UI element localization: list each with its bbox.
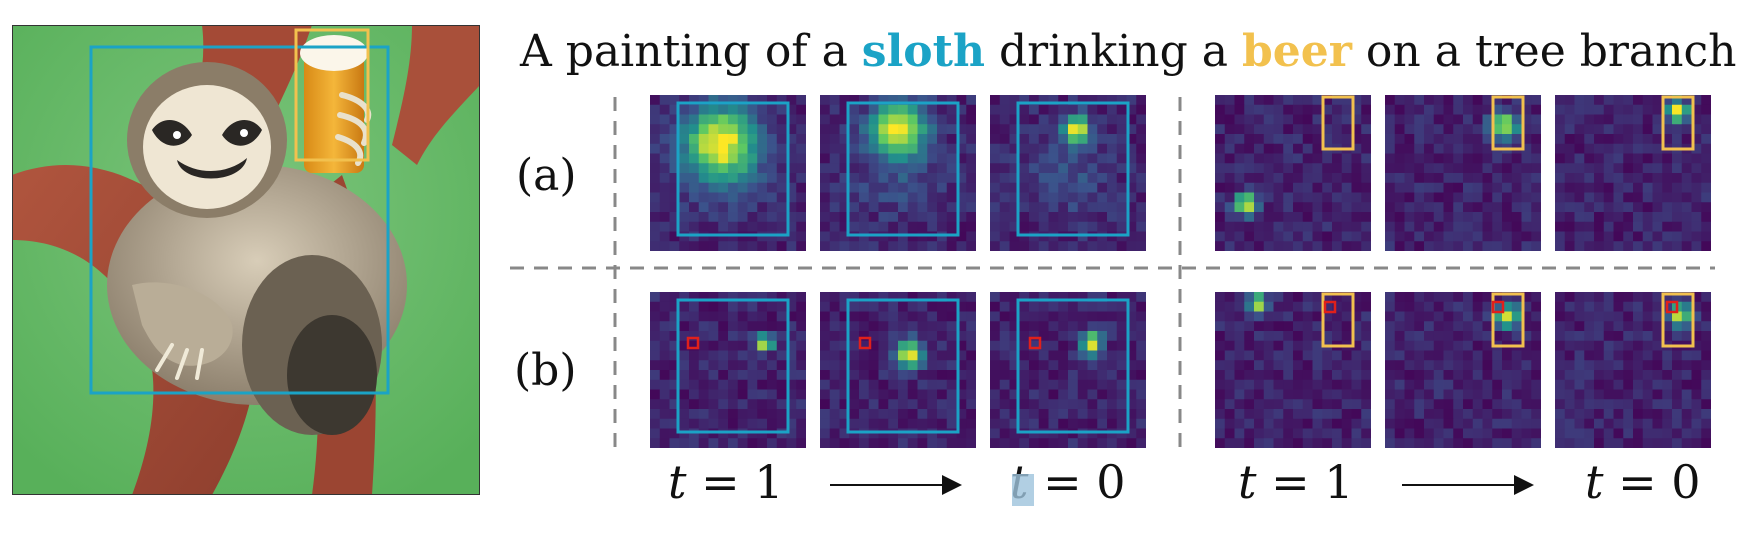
time-var: t (1585, 455, 1604, 509)
attention-heatmap (1215, 292, 1371, 448)
caption-suffix: on a tree branch. (1351, 26, 1737, 77)
query-point-marker (1028, 336, 1042, 350)
query-point-marker (686, 336, 700, 350)
beer-bounding-box (1491, 292, 1525, 348)
caption-word-beer: beer (1242, 26, 1352, 77)
attention-heatmap (1385, 292, 1541, 448)
sloth-bounding-box (846, 101, 960, 237)
beer-bounding-box (1321, 292, 1355, 348)
sloth-painting-image (12, 25, 480, 495)
query-point-marker (1323, 300, 1337, 314)
attention-heatmap (990, 95, 1146, 251)
time-label-start-right: t = 1 (1238, 455, 1354, 509)
row-label-a: (a) (516, 150, 577, 201)
attention-heatmap (650, 292, 806, 448)
caption-middle: drinking a (984, 26, 1242, 77)
sloth-bounding-box (846, 298, 960, 434)
time-label-end-right: t = 0 (1585, 455, 1701, 509)
attention-heatmap (650, 95, 806, 251)
sloth-bounding-box (1016, 298, 1130, 434)
sloth-bounding-box (676, 298, 790, 434)
beer-bounding-box (1491, 95, 1525, 151)
row-label-b: (b) (514, 345, 577, 396)
time-eq: = 0 (1028, 455, 1126, 509)
beer-bounding-box (1661, 95, 1695, 151)
time-label-start-left: t = 1 (668, 455, 784, 509)
cursor-highlight (1012, 474, 1034, 506)
beer-bounding-box (1661, 292, 1695, 348)
attention-heatmap (1215, 95, 1371, 251)
attention-heatmap (1555, 95, 1711, 251)
attention-heatmap (990, 292, 1146, 448)
beer-bounding-box (1321, 95, 1355, 151)
time-var: t (1238, 455, 1257, 509)
time-var: t (668, 455, 687, 509)
sloth-bounding-box (676, 101, 790, 237)
sloth-bounding-box (1016, 101, 1130, 237)
attention-heatmap (1385, 95, 1541, 251)
figure-caption: A painting of a sloth drinking a beer on… (520, 22, 1737, 82)
time-eq: = 1 (686, 455, 784, 509)
query-point-marker (1491, 300, 1505, 314)
caption-word-sloth: sloth (861, 26, 985, 77)
time-eq: = 1 (1256, 455, 1354, 509)
caption-prefix: A painting of a (520, 26, 862, 77)
attention-heatmap (820, 292, 976, 448)
arrow-right-icon (1402, 475, 1534, 495)
attention-heatmap (1555, 292, 1711, 448)
query-point-marker (1665, 300, 1679, 314)
arrow-right-icon (830, 475, 962, 495)
attention-heatmap (820, 95, 976, 251)
time-eq: = 0 (1603, 455, 1701, 509)
query-point-marker (858, 336, 872, 350)
